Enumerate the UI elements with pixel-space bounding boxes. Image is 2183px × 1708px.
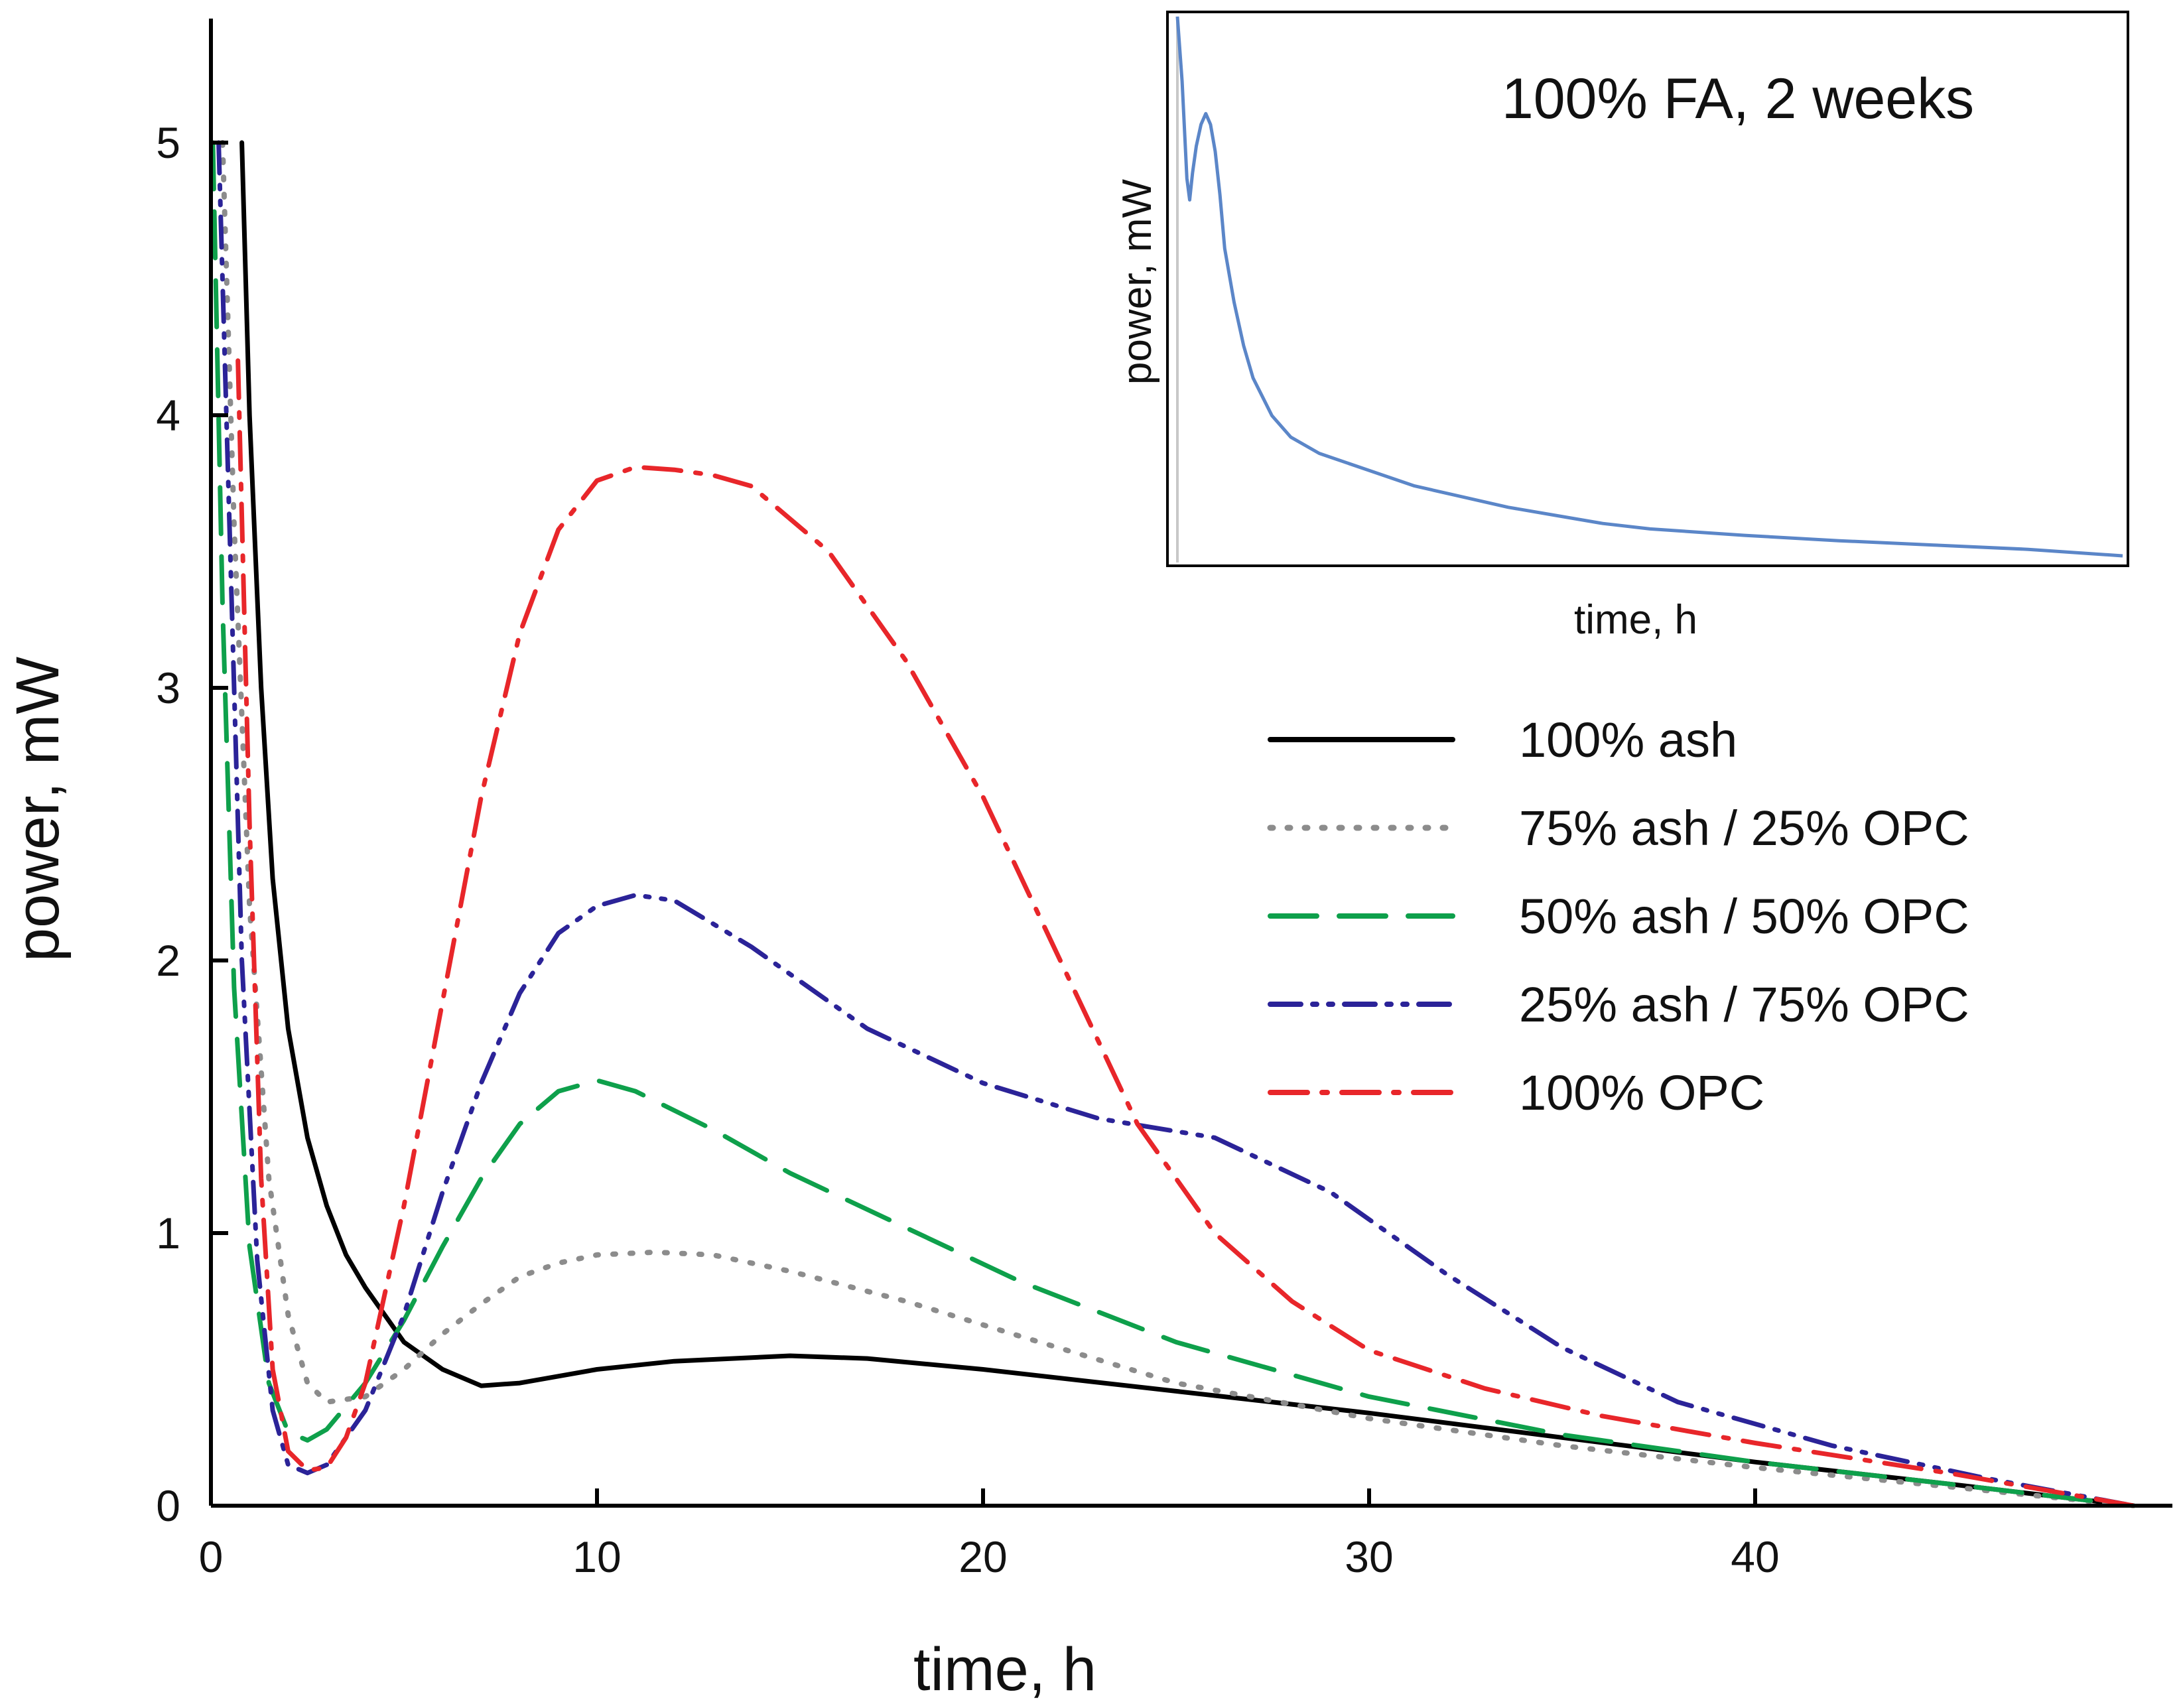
series-line-25pct-ash-75pct-opc [216,140,2136,1508]
legend: 100% ash 75% ash / 25% OPC 50% ash / 50% O… [1267,712,1969,1120]
y-tick-label: 0 [156,1481,180,1530]
inset-title: 100% FA, 2 weeks [1502,67,1974,131]
legend-label-75pct-ash-25pct-opc: 75% ash / 25% OPC [1519,801,1969,856]
main-series-group [210,140,2137,1508]
main-plot: 0 10 20 30 40 0 1 2 3 4 5 time, h power, mW [4,19,2172,1703]
y-tick-label: 4 [156,391,180,440]
inset-series-group [1175,16,2123,562]
x-tick-label: 30 [1345,1532,1393,1581]
x-axis-label: time, h [913,1636,1096,1703]
y-tick-label: 3 [156,663,180,712]
legend-label-25pct-ash-75pct-opc: 25% ash / 75% OPC [1519,977,1969,1032]
inset-y-axis-label: power, mW [1114,178,1160,385]
y-tick-label: 5 [156,118,180,167]
inset-plot: 100% FA, 2 weeks time, h power, mW [1114,11,2129,643]
inset-x-axis-label: time, h [1574,597,1697,643]
y-ticks: 0 1 2 3 4 5 [156,118,228,1530]
series-line-100pct-opc [235,358,2136,1508]
legend-label-100pct-opc: 100% OPC [1519,1065,1764,1120]
legend-label-100pct-ash: 100% ash [1519,712,1737,767]
inset-frame [1166,11,2129,567]
y-axis-label: power, mW [4,657,72,962]
x-ticks: 0 10 20 30 40 [199,1488,1780,1581]
x-tick-label: 0 [199,1532,224,1581]
series-line-75pct-ash-25pct-opc [220,140,2137,1508]
x-tick-label: 20 [959,1532,1007,1581]
y-tick-label: 1 [156,1209,180,1258]
y-tick-label: 2 [156,936,180,985]
x-tick-label: 40 [1731,1532,1779,1581]
x-tick-label: 10 [572,1532,621,1581]
series-line-100pct-ash [239,140,2136,1508]
legend-label-50pct-ash-50pct-opc: 50% ash / 50% OPC [1519,889,1969,944]
inset-series-line [1175,16,2123,558]
